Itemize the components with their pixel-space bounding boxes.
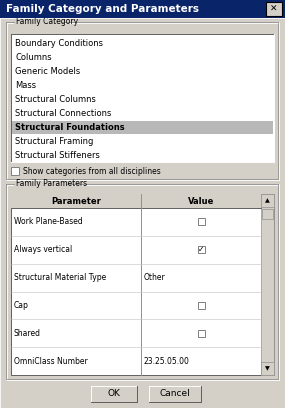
Bar bbox=[11, 34, 274, 162]
Text: Cap: Cap bbox=[14, 301, 29, 310]
Bar bbox=[148, 386, 201, 402]
Text: Mass: Mass bbox=[15, 82, 36, 91]
Text: Structural Material Type: Structural Material Type bbox=[14, 273, 106, 282]
Text: Structural Framing: Structural Framing bbox=[15, 137, 93, 146]
Bar bbox=[198, 330, 205, 337]
Bar bbox=[261, 194, 274, 207]
Text: Value: Value bbox=[188, 197, 214, 206]
Text: Work Plane-Based: Work Plane-Based bbox=[14, 217, 83, 226]
Bar bbox=[262, 209, 273, 219]
Bar bbox=[266, 2, 282, 16]
Text: ✓: ✓ bbox=[198, 245, 204, 254]
Text: Family Parameters: Family Parameters bbox=[16, 180, 87, 188]
Text: ✕: ✕ bbox=[270, 4, 278, 13]
Text: Family Category: Family Category bbox=[16, 18, 78, 27]
Text: Show categories from all disciplines: Show categories from all disciplines bbox=[23, 166, 161, 175]
Text: Structural Stiffeners: Structural Stiffeners bbox=[15, 151, 100, 160]
Text: OK: OK bbox=[107, 390, 120, 399]
Text: Structural Connections: Structural Connections bbox=[15, 109, 111, 118]
Bar bbox=[261, 362, 274, 375]
Bar bbox=[198, 302, 205, 309]
Text: Parameter: Parameter bbox=[51, 197, 101, 206]
Text: ▲: ▲ bbox=[265, 198, 270, 203]
Bar bbox=[0, 0, 285, 18]
Bar bbox=[11, 194, 274, 375]
Text: OmniClass Number: OmniClass Number bbox=[14, 357, 88, 366]
Text: Structural Foundations: Structural Foundations bbox=[15, 124, 125, 133]
Text: Other: Other bbox=[144, 273, 166, 282]
Bar bbox=[198, 246, 205, 253]
Text: Always vertical: Always vertical bbox=[14, 245, 72, 254]
Bar bbox=[11, 194, 261, 208]
Text: ▼: ▼ bbox=[265, 366, 270, 371]
Text: 23.25.05.00: 23.25.05.00 bbox=[144, 357, 190, 366]
Text: Boundary Conditions: Boundary Conditions bbox=[15, 40, 103, 49]
Bar bbox=[11, 167, 19, 175]
Text: Shared: Shared bbox=[14, 329, 41, 338]
Bar bbox=[198, 218, 205, 225]
Text: Columns: Columns bbox=[15, 53, 52, 62]
Text: Cancel: Cancel bbox=[159, 390, 190, 399]
Bar bbox=[261, 194, 274, 375]
Text: Generic Models: Generic Models bbox=[15, 67, 80, 77]
Bar bbox=[12, 121, 273, 134]
Text: Structural Columns: Structural Columns bbox=[15, 95, 96, 104]
Text: Family Category and Parameters: Family Category and Parameters bbox=[6, 4, 199, 14]
Bar bbox=[91, 386, 137, 402]
